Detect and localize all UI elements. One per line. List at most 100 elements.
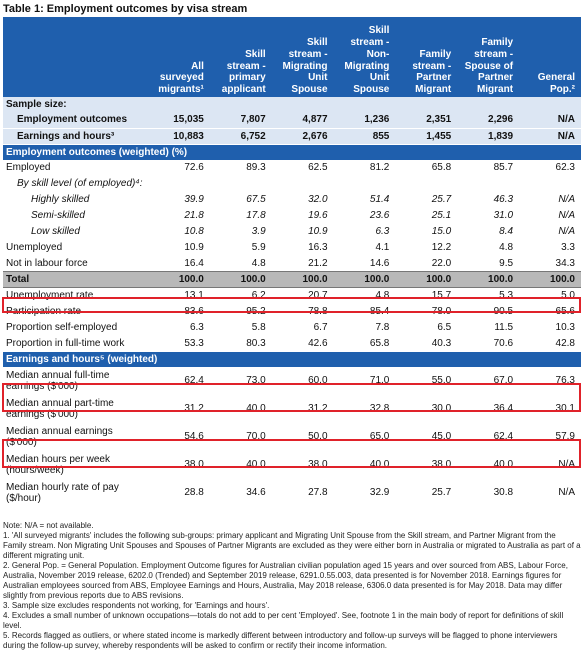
table-cell: 45.0 [431, 431, 452, 442]
table-cell: 13.1 [184, 290, 204, 302]
table-cell: N/A [558, 226, 575, 237]
table-cell: 32.0 [308, 194, 328, 205]
table-cell: N/A [519, 112, 581, 129]
row-label: Total [3, 271, 148, 288]
table-row: Semi-skilled 21.8 17.8 19.6 23.6 25.1 31.0 N/A [3, 208, 581, 224]
table-cell: 9.5 [499, 257, 514, 269]
table-cell: 100.0 [457, 271, 520, 288]
table-cell: 4.8 [251, 257, 266, 269]
row-label: Semi-skilled [31, 210, 85, 221]
table-cell: 21.2 [308, 257, 328, 269]
table-cell: 22.0 [431, 257, 452, 269]
table-cell: 60.0 [308, 375, 328, 386]
table-cell: 62.4 [493, 431, 514, 442]
footnotes: Note: N/A = not available. 1. 'All survey… [3, 521, 581, 651]
table-cell: 40.0 [369, 459, 390, 470]
row-label: Employment outcomes [3, 112, 148, 129]
table-cell: 34.6 [246, 487, 266, 498]
table-cell: 25.7 [431, 194, 452, 205]
table-cell: 72.6 [184, 162, 204, 173]
header-row: All surveyed migrants¹ Skill stream - pri… [3, 17, 581, 97]
row-label: Proportion self-employed [6, 322, 118, 333]
table-cell: 100.0 [395, 271, 458, 288]
table-cell: 54.6 [184, 431, 204, 442]
table-cell: 10.8 [184, 226, 204, 237]
table-cell: 65.0 [369, 431, 390, 442]
row-label: Not in labour force [6, 257, 88, 269]
row-label: Earnings and hours³ [3, 128, 148, 145]
table-row: Proportion in full-time work 53.3 80.3 42.6… [3, 336, 581, 352]
row-label: Unemployment rate [6, 290, 94, 302]
table-cell: 4,877 [271, 112, 334, 129]
table-cell: 6.3 [189, 322, 204, 333]
table-row: By skill level (of employed)⁴: [3, 176, 581, 192]
table-cell: 28.8 [184, 487, 204, 498]
table-cell: 3.3 [561, 242, 575, 253]
row-label: Median annual part-time earnings ($'000) [6, 397, 114, 420]
table-cell: 78.8 [308, 306, 328, 317]
row-label: By skill level (of employed)⁴: [17, 178, 143, 189]
table-cell: 10.9 [184, 242, 204, 253]
row-label: Median hourly rate of pay ($/hour) [6, 481, 119, 504]
table-cell: 95.2 [246, 306, 266, 317]
row-label: Median hours per week (hours/week) [6, 453, 110, 476]
table-cell: 1,236 [333, 112, 396, 129]
table-cell: 78.0 [431, 306, 452, 317]
table-row: Median annual full-time earnings ($'000)… [3, 367, 581, 395]
table-cell: 85.4 [369, 306, 390, 317]
table-cell: 30.1 [555, 403, 575, 414]
table-cell: 70.0 [246, 431, 266, 442]
row-label: Median annual earnings ($'000) [6, 425, 113, 448]
table-cell: 6.2 [251, 290, 266, 302]
table-row: Median annual earnings ($'000) 54.6 70.0 50… [3, 423, 581, 451]
table-cell: 23.6 [369, 210, 390, 221]
table-row: Employment outcomes 15,035 7,807 4,877 1,236… [3, 112, 581, 129]
table-cell: 21.8 [184, 210, 204, 221]
table-row: Earnings and hours⁵ (weighted) [3, 351, 581, 367]
table-title: Table 1: Employment outcomes by visa str… [3, 3, 248, 15]
column-header: Skill stream - primary applicant [209, 17, 272, 97]
table-cell: 27.8 [308, 487, 328, 498]
table-cell: 2,676 [271, 128, 334, 145]
table-cell: 2,351 [395, 112, 458, 129]
table-cell: 100.0 [333, 271, 396, 288]
table-cell: 51.4 [369, 194, 390, 205]
table-cell: 67.5 [246, 194, 266, 205]
table-cell: 7.8 [375, 322, 390, 333]
table-cell: 10.9 [308, 226, 328, 237]
table-cell: 10,883 [148, 128, 210, 145]
row-label: Unemployed [6, 242, 63, 253]
table-cell: 5.3 [499, 290, 514, 302]
table-cell: 25.1 [431, 210, 452, 221]
table-cell: 89.3 [246, 162, 266, 173]
column-header: Skill stream - Migrating Unit Spouse [271, 17, 334, 97]
table-cell: 36.4 [493, 403, 514, 414]
table-row: Employed 72.6 89.3 62.5 81.2 65.8 85.7 62.3 [3, 160, 581, 176]
table-cell: N/A [558, 487, 575, 498]
row-label: Proportion in full-time work [6, 338, 125, 349]
row-label: Employed [6, 162, 51, 173]
table-cell: 5.0 [561, 290, 575, 302]
column-header: Family stream - Spouse of Partner Migran… [457, 17, 520, 97]
footnote: 5. Records flagged as outliers, or where… [3, 631, 558, 650]
table-cell: 62.3 [555, 162, 575, 173]
table-cell: 15,035 [148, 112, 210, 129]
footnote: 2. General Pop. = General Population. Em… [3, 561, 568, 600]
footnote: 1. 'All surveyed migrants' includes the … [3, 531, 581, 560]
row-label: Median annual full-time earnings ($'000) [6, 369, 110, 392]
table-cell: 73.0 [246, 375, 266, 386]
table-cell: 85.7 [493, 162, 514, 173]
table-cell: N/A [558, 459, 575, 470]
table-row: Median annual part-time earnings ($'000)… [3, 395, 581, 423]
table-cell: 100.0 [271, 271, 334, 288]
table-cell: 34.3 [555, 257, 575, 269]
table-cell: 2,296 [457, 112, 520, 129]
table-row: Low skilled 10.8 3.9 10.9 6.3 15.0 8.4 N/A [3, 224, 581, 240]
row-label: Highly skilled [31, 194, 90, 205]
table-cell: 25.7 [431, 487, 452, 498]
table-cell: 42.6 [308, 338, 328, 349]
table-cell: 5.8 [251, 322, 266, 333]
table-cell: 7,807 [209, 112, 272, 129]
table-cell: 53.3 [184, 338, 204, 349]
table-cell: 16.4 [184, 257, 204, 269]
